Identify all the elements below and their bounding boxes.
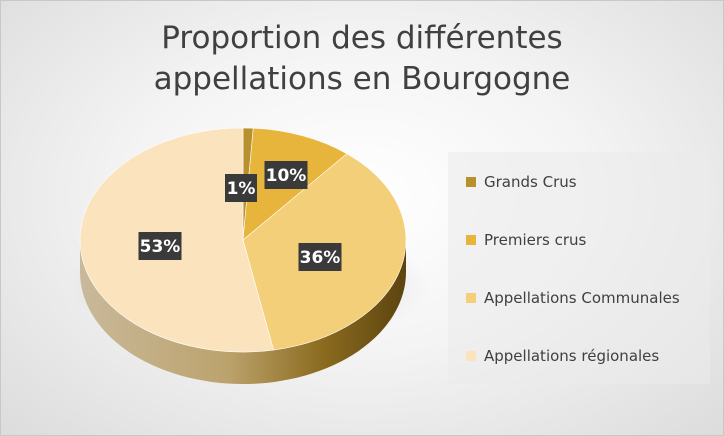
data-label-box-grands-crus — [225, 174, 257, 202]
data-label-box-premiers-crus — [264, 161, 308, 189]
pie-side-wall — [80, 240, 406, 384]
legend-item-appellations-communales: Appellations Communales — [466, 288, 680, 308]
legend-label-grands-crus: Grands Crus — [484, 173, 577, 191]
legend-swatch-grands-crus — [466, 177, 476, 187]
chart-title: Proportion des différentes appellations … — [0, 18, 724, 100]
legend-label-appellations-regionales: Appellations régionales — [484, 347, 660, 365]
legend-swatch-premiers-crus — [466, 235, 476, 245]
data-label-appellations-communales: 36% — [300, 248, 341, 268]
legend-item-grands-crus: Grands Crus — [466, 172, 577, 192]
chart-title-line-2: appellations en Bourgogne — [153, 61, 571, 97]
legend-item-premiers-crus: Premiers crus — [466, 230, 586, 250]
data-label-premiers-crus: 10% — [266, 166, 307, 186]
legend — [448, 152, 710, 384]
data-label-box-appellations-regionales — [138, 232, 182, 260]
legend-label-appellations-communales: Appellations Communales — [484, 289, 680, 307]
legend-label-premiers-crus: Premiers crus — [484, 231, 587, 249]
data-label-appellations-regionales: 53% — [140, 237, 181, 257]
legend-item-appellations-regionales: Appellations régionales — [466, 346, 659, 366]
data-label-box-appellations-communales — [298, 243, 342, 271]
legend-swatch-appellations-communales — [466, 293, 476, 303]
legend-swatch-appellations-regionales — [466, 351, 476, 361]
chart-title-line-1: Proportion des différentes — [161, 20, 563, 56]
data-label-grands-crus: 1% — [227, 179, 256, 199]
